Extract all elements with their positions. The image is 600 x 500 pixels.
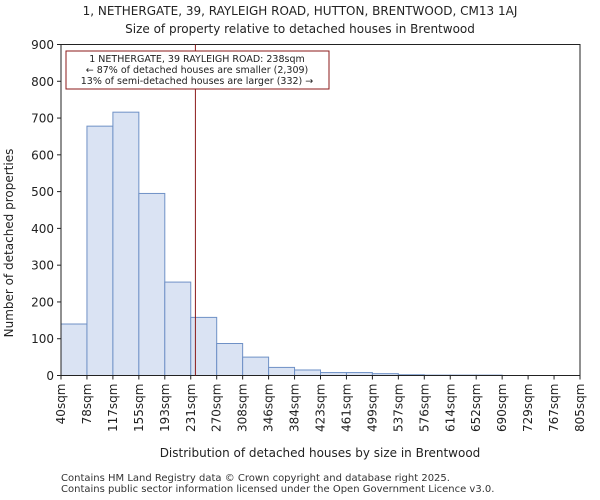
x-tick-label: 270sqm [210, 384, 224, 432]
chart-subtitle: Size of property relative to detached ho… [125, 22, 475, 36]
x-axis-label: Distribution of detached houses by size … [160, 446, 481, 460]
bar-270sqm [216, 343, 244, 376]
annotation-line-3: 13% of semi-detached houses are larger (… [81, 76, 314, 87]
y-tick-label: 500 [31, 185, 54, 199]
y-tick-label: 300 [31, 259, 54, 273]
annotation-border [65, 50, 330, 90]
y-tick-label: 200 [31, 295, 54, 309]
plot-frame [60, 44, 581, 376]
x-axis-ticks: 40sqm 78sqm 117sqm 155sqm 193sqm 231sqm 270sqm… [54, 375, 587, 432]
y-tick-label: 900 [31, 38, 54, 52]
x-tick-label: 461sqm [339, 384, 353, 432]
x-tick-label: 308sqm [236, 384, 250, 432]
bars-group [60, 111, 503, 377]
x-tick-label: 499sqm [365, 384, 379, 432]
x-tick-label: 767sqm [547, 384, 561, 432]
footer-line-2: Contains public sector information licen… [61, 484, 495, 495]
footer-line-1: Contains HM Land Registry data © Crown c… [61, 473, 450, 484]
bar-117sqm [112, 111, 140, 376]
x-tick-label: 78sqm [80, 384, 94, 425]
x-tick-label: 40sqm [54, 384, 68, 425]
bar-155sqm [138, 192, 166, 376]
y-axis-label: Number of detached properties [2, 149, 16, 338]
x-tick-label: 193sqm [158, 384, 172, 432]
y-tick-label: 100 [31, 332, 54, 346]
x-tick-label: 805sqm [573, 384, 587, 432]
annotation-line-1: 1 NETHERGATE, 39 RAYLEIGH ROAD: 238sqm [89, 54, 305, 65]
x-tick-label: 614sqm [443, 384, 457, 432]
y-tick-label: 0 [46, 369, 54, 383]
x-tick-label: 652sqm [469, 384, 483, 432]
bar-231sqm [190, 316, 218, 377]
bar-78sqm [86, 125, 114, 376]
x-tick-label: 690sqm [495, 384, 509, 432]
x-tick-label: 729sqm [521, 384, 535, 432]
x-tick-label: 537sqm [391, 384, 405, 432]
x-tick-label: 117sqm [106, 384, 120, 432]
annotation-box: 1 NETHERGATE, 39 RAYLEIGH ROAD: 238sqm ←… [65, 50, 330, 90]
y-tick-label: 800 [31, 75, 54, 89]
y-tick-label: 600 [31, 148, 54, 162]
bar-346sqm [268, 366, 296, 376]
annotation-line-2: ← 87% of detached houses are smaller (2,… [86, 65, 309, 76]
x-tick-label: 384sqm [288, 384, 302, 432]
y-tick-label: 700 [31, 112, 54, 126]
bar-193sqm [164, 281, 192, 376]
bar-40sqm [60, 323, 88, 376]
x-tick-label: 346sqm [262, 384, 276, 432]
bar-384sqm [294, 369, 321, 377]
x-tick-label: 155sqm [132, 384, 146, 432]
x-tick-label: 576sqm [417, 384, 431, 432]
chart-title: 1, NETHERGATE, 39, RAYLEIGH ROAD, HUTTON… [83, 4, 518, 18]
y-axis-ticks: 0 100 200 300 400 500 600 700 800 900 [31, 38, 61, 383]
x-tick-label: 423sqm [314, 384, 328, 432]
x-tick-label: 231sqm [184, 384, 198, 432]
bar-308sqm [242, 356, 270, 377]
y-tick-label: 400 [31, 222, 54, 236]
